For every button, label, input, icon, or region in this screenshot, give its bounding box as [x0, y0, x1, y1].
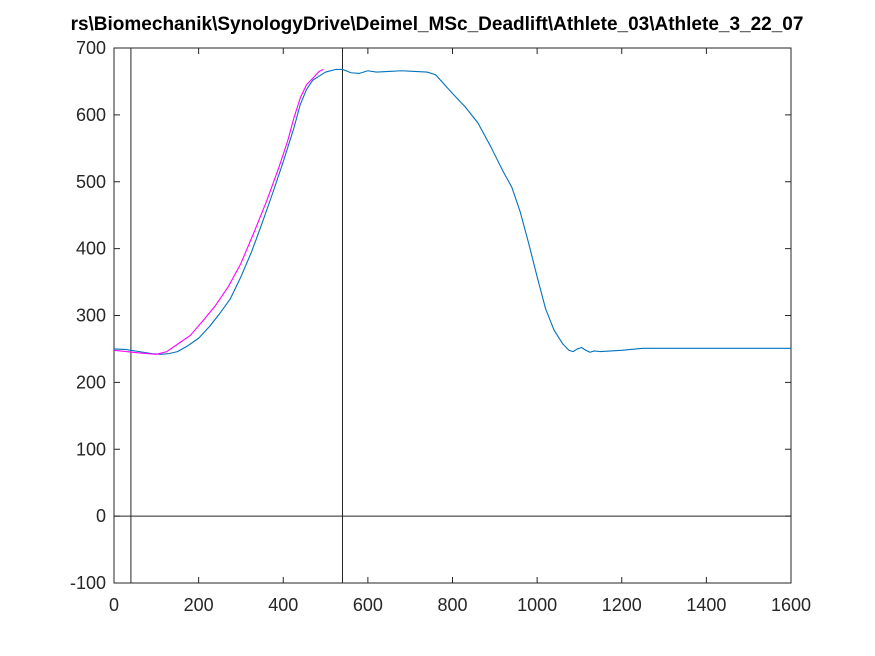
y-tick-label: 400: [76, 239, 106, 259]
y-tick-label: -100: [70, 573, 106, 593]
y-tick-label: 200: [76, 372, 106, 392]
y-tick-label: 500: [76, 172, 106, 192]
x-tick-label: 800: [437, 595, 467, 615]
x-tick-label: 1600: [771, 595, 811, 615]
y-tick-label: 0: [96, 506, 106, 526]
y-tick-label: 100: [76, 439, 106, 459]
x-tick-label: 400: [268, 595, 298, 615]
x-tick-label: 600: [353, 595, 383, 615]
series-line-2: [114, 68, 324, 355]
x-tick-label: 1400: [686, 595, 726, 615]
y-tick-label: 300: [76, 306, 106, 326]
plot-area: [113, 47, 792, 584]
series-line-1: [114, 68, 791, 355]
x-tick-label: 1200: [602, 595, 642, 615]
x-tick-label: 200: [184, 595, 214, 615]
y-tick-label: 700: [76, 38, 106, 58]
x-tick-label: 1000: [517, 595, 557, 615]
y-tick-label: 600: [76, 105, 106, 125]
chart-title: rs\Biomechanik\SynologyDrive\Deimel_MSc_…: [70, 14, 804, 35]
x-tick-label: 0: [109, 595, 119, 615]
